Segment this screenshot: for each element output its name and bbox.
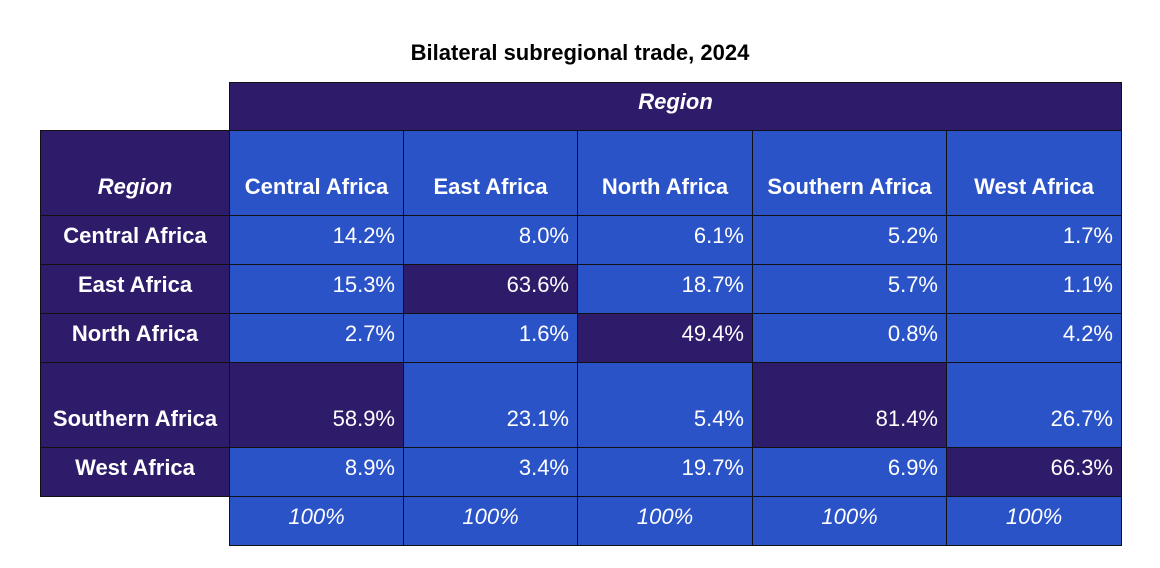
total-cell: 100% <box>229 496 404 546</box>
value-cell: 15.3% <box>229 264 404 314</box>
value-cell: 1.1% <box>946 264 1122 314</box>
total-cell: 100% <box>403 496 578 546</box>
value-cell: 4.2% <box>946 313 1122 363</box>
row-label: Central Africa <box>40 215 230 265</box>
value-cell: 49.4% <box>577 313 753 363</box>
value-cell: 58.9% <box>229 362 404 448</box>
column-header: North Africa <box>577 130 753 216</box>
table-title: Bilateral subregional trade, 2024 <box>410 40 750 65</box>
value-cell: 1.7% <box>946 215 1122 265</box>
row-header-label: Region <box>40 130 230 216</box>
value-cell: 63.6% <box>403 264 578 314</box>
value-cell: 6.1% <box>577 215 753 265</box>
column-header: West Africa <box>946 130 1122 216</box>
value-cell: 6.9% <box>752 447 947 497</box>
value-cell: 2.7% <box>229 313 404 363</box>
value-cell: 5.4% <box>577 362 753 448</box>
value-cell: 81.4% <box>752 362 947 448</box>
column-header: Southern Africa <box>752 130 947 216</box>
value-cell: 1.6% <box>403 313 578 363</box>
value-cell: 66.3% <box>946 447 1122 497</box>
total-cell: 100% <box>577 496 753 546</box>
column-group-header: Region <box>229 82 1122 131</box>
value-cell: 19.7% <box>577 447 753 497</box>
value-cell: 5.2% <box>752 215 947 265</box>
total-cell: 100% <box>752 496 947 546</box>
value-cell: 14.2% <box>229 215 404 265</box>
value-cell: 26.7% <box>946 362 1122 448</box>
column-header: Central Africa <box>229 130 404 216</box>
row-label: Southern Africa <box>40 362 230 448</box>
value-cell: 8.9% <box>229 447 404 497</box>
value-cell: 3.4% <box>403 447 578 497</box>
row-label: East Africa <box>40 264 230 314</box>
value-cell: 18.7% <box>577 264 753 314</box>
value-cell: 23.1% <box>403 362 578 448</box>
value-cell: 8.0% <box>403 215 578 265</box>
total-cell: 100% <box>946 496 1122 546</box>
row-label: North Africa <box>40 313 230 363</box>
row-label: West Africa <box>40 447 230 497</box>
value-cell: 0.8% <box>752 313 947 363</box>
column-header: East Africa <box>403 130 578 216</box>
value-cell: 5.7% <box>752 264 947 314</box>
